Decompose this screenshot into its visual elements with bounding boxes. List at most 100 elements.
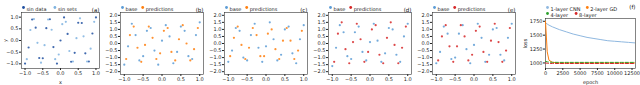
svg-text:(e): (e) xyxy=(508,7,516,13)
svg-text:(f): (f) xyxy=(629,4,635,10)
svg-text:predictions: predictions xyxy=(354,6,382,13)
svg-text:1.0: 1.0 xyxy=(196,76,204,82)
svg-text:−2.0: −2.0 xyxy=(105,68,117,74)
svg-text:0.0: 0.0 xyxy=(57,70,65,76)
svg-text:1.0: 1.0 xyxy=(508,76,516,82)
svg-text:base: base xyxy=(126,6,138,12)
svg-text:−1.0: −1.0 xyxy=(417,54,429,60)
svg-text:1250: 1250 xyxy=(530,46,543,52)
svg-text:loss: loss xyxy=(522,38,528,48)
svg-text:0.5: 0.5 xyxy=(177,76,185,82)
svg-text:−0.5: −0.5 xyxy=(105,47,117,53)
svg-text:−2.0: −2.0 xyxy=(417,68,429,74)
svg-text:1.0: 1.0 xyxy=(214,26,222,32)
svg-text:base: base xyxy=(334,6,346,12)
svg-text:−0.5: −0.5 xyxy=(37,70,49,76)
svg-text:0.0: 0.0 xyxy=(470,76,478,82)
svg-text:2500: 2500 xyxy=(556,70,569,76)
svg-text:1.0: 1.0 xyxy=(318,26,326,32)
svg-text:(c): (c) xyxy=(300,7,307,13)
svg-text:epoch: epoch xyxy=(583,79,598,85)
svg-text:−2.0: −2.0 xyxy=(313,68,325,74)
svg-text:1750: 1750 xyxy=(530,18,543,24)
svg-text:1.0: 1.0 xyxy=(110,26,118,32)
svg-text:1.5: 1.5 xyxy=(214,19,222,25)
svg-text:1.0: 1.0 xyxy=(92,70,100,76)
svg-text:4-layer: 4-layer xyxy=(551,12,569,19)
svg-text:−1.5: −1.5 xyxy=(105,61,117,67)
svg-text:2.0: 2.0 xyxy=(110,12,118,18)
svg-text:0.5: 0.5 xyxy=(489,76,497,82)
svg-text:0.0: 0.0 xyxy=(318,40,326,46)
svg-text:−1.0: −1.0 xyxy=(326,76,338,82)
svg-text:predictions: predictions xyxy=(146,6,174,13)
svg-text:y: y xyxy=(2,39,9,42)
svg-text:1.0: 1.0 xyxy=(11,14,19,20)
svg-text:1.0: 1.0 xyxy=(300,76,308,82)
svg-text:1.0: 1.0 xyxy=(404,76,412,82)
svg-text:0.5: 0.5 xyxy=(74,70,82,76)
svg-text:−1.0: −1.0 xyxy=(430,76,442,82)
svg-text:0.5: 0.5 xyxy=(110,33,118,39)
svg-text:0.0: 0.0 xyxy=(262,76,270,82)
svg-text:−1.0: −1.0 xyxy=(6,60,18,66)
svg-text:−1.0: −1.0 xyxy=(313,54,325,60)
svg-text:12500: 12500 xyxy=(624,70,640,76)
svg-text:predictions: predictions xyxy=(250,6,278,13)
svg-text:2.0: 2.0 xyxy=(214,12,222,18)
svg-text:−1.0: −1.0 xyxy=(19,70,31,76)
svg-text:0.0: 0.0 xyxy=(110,40,118,46)
svg-text:0: 0 xyxy=(544,70,547,76)
svg-text:1.5: 1.5 xyxy=(422,19,430,25)
svg-text:−1.5: −1.5 xyxy=(417,61,429,67)
svg-text:−0.5: −0.5 xyxy=(313,47,325,53)
svg-text:x: x xyxy=(59,79,62,85)
svg-text:−0.5: −0.5 xyxy=(6,49,18,55)
svg-text:1.5: 1.5 xyxy=(318,19,326,25)
svg-text:2-layer GD: 2-layer GD xyxy=(590,6,618,12)
svg-text:7500: 7500 xyxy=(591,70,604,76)
svg-text:0.0: 0.0 xyxy=(366,76,374,82)
svg-text:0.5: 0.5 xyxy=(11,25,19,31)
svg-text:sin sets: sin sets xyxy=(58,6,77,12)
svg-text:predictions: predictions xyxy=(458,6,486,13)
svg-text:2.0: 2.0 xyxy=(318,12,326,18)
svg-text:0.0: 0.0 xyxy=(11,37,19,43)
svg-text:0.5: 0.5 xyxy=(422,33,430,39)
svg-text:−0.5: −0.5 xyxy=(449,76,461,82)
svg-text:0.0: 0.0 xyxy=(422,40,430,46)
svg-text:−0.5: −0.5 xyxy=(241,76,253,82)
svg-text:0.5: 0.5 xyxy=(318,33,326,39)
svg-text:base: base xyxy=(230,6,242,12)
svg-text:0.5: 0.5 xyxy=(214,33,222,39)
svg-text:−1.5: −1.5 xyxy=(209,61,221,67)
svg-text:1000: 1000 xyxy=(530,60,543,66)
svg-text:−1.0: −1.0 xyxy=(209,54,221,60)
svg-text:0.5: 0.5 xyxy=(281,76,289,82)
svg-text:−0.5: −0.5 xyxy=(209,47,221,53)
svg-text:(b): (b) xyxy=(196,7,204,13)
svg-text:0.0: 0.0 xyxy=(158,76,166,82)
svg-text:0.5: 0.5 xyxy=(385,76,393,82)
svg-text:5000: 5000 xyxy=(574,70,587,76)
svg-text:sin data: sin data xyxy=(27,6,47,12)
svg-text:−2.0: −2.0 xyxy=(209,68,221,74)
svg-text:base: base xyxy=(438,6,450,12)
svg-text:1.0: 1.0 xyxy=(422,26,430,32)
svg-text:0.0: 0.0 xyxy=(214,40,222,46)
svg-text:(a): (a) xyxy=(92,7,100,13)
svg-text:(d): (d) xyxy=(404,7,412,13)
svg-text:8-layer: 8-layer xyxy=(579,12,597,19)
svg-text:10000: 10000 xyxy=(607,70,623,76)
svg-text:2.0: 2.0 xyxy=(422,12,430,18)
svg-text:−1.5: −1.5 xyxy=(313,61,325,67)
svg-text:−1.0: −1.0 xyxy=(105,54,117,60)
svg-text:−1.0: −1.0 xyxy=(222,76,234,82)
svg-text:−0.5: −0.5 xyxy=(345,76,357,82)
svg-text:1500: 1500 xyxy=(530,32,543,38)
svg-text:−0.5: −0.5 xyxy=(417,47,429,53)
svg-text:1-layer CNN: 1-layer CNN xyxy=(550,6,581,12)
svg-text:−0.5: −0.5 xyxy=(137,76,149,82)
svg-text:−1.0: −1.0 xyxy=(118,76,130,82)
svg-text:1.5: 1.5 xyxy=(110,19,118,25)
